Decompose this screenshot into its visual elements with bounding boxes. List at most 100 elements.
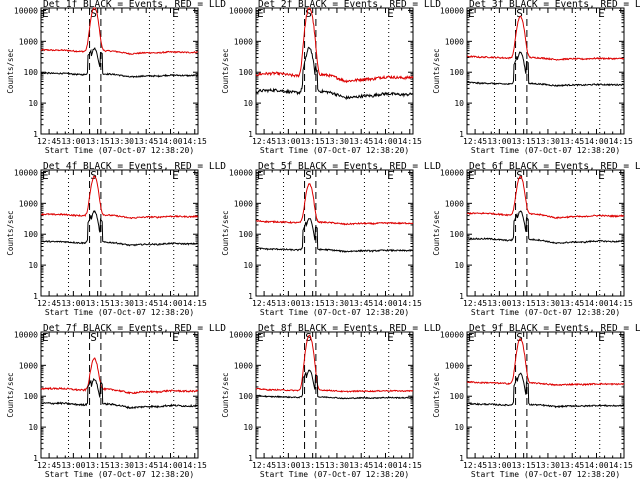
x-tick-label: 13:45 [349, 299, 373, 308]
x-tick-label: 13:00 [276, 137, 300, 146]
x-tick-label: 13:15 [512, 461, 536, 470]
marker-e-left: E [257, 7, 264, 20]
marker-e-right: E [598, 169, 605, 182]
events-series-line [466, 51, 625, 88]
x-axis-label: Start Time (07-Oct-07 12:38:20) [45, 308, 194, 317]
y-tick-label: 10000 [229, 330, 253, 339]
x-tick-label: 13:00 [276, 461, 300, 470]
x-tick-label: 14:15 [183, 299, 207, 308]
x-tick-label: 14:15 [609, 299, 633, 308]
marker-e-right: E [172, 331, 179, 344]
x-axis-label: Start Time (07-Oct-07 12:38:20) [45, 146, 194, 155]
x-tick-label: 13:30 [536, 299, 560, 308]
x-tick-label: 13:00 [61, 137, 85, 146]
y-tick-label: 10000 [14, 330, 38, 339]
marker-s: S [305, 331, 312, 344]
x-tick-label: 13:45 [560, 137, 584, 146]
y-tick-label: 10 [454, 99, 464, 108]
x-tick-label: 13:30 [325, 137, 349, 146]
y-axis-label: Counts/sec [6, 210, 15, 255]
marker-e-left: E [42, 7, 49, 20]
panel-6: Det 6f BLACK = Events, RED = LLD Counts/s… [432, 161, 640, 317]
panel-title: Det 2f BLACK = Events, RED = LLD [258, 0, 441, 10]
x-tick-label: 13:00 [487, 299, 511, 308]
panel-7: Det 7f BLACK = Events, RED = LLD Counts/s… [6, 323, 226, 479]
x-tick-label: 12:45 [37, 461, 61, 470]
plot-frame [466, 169, 625, 297]
marker-e-right: E [598, 331, 605, 344]
panel-title: Det 3f BLACK = Events, RED = LLD [469, 0, 640, 10]
x-tick-label: 13:15 [86, 461, 110, 470]
x-tick-label: 13:45 [134, 137, 158, 146]
y-tick-label: 1000 [234, 199, 253, 208]
y-tick-label: 10 [243, 99, 253, 108]
x-tick-label: 13:15 [86, 137, 110, 146]
marker-e-right: E [387, 331, 394, 344]
x-tick-label: 12:45 [463, 299, 487, 308]
events-series-line [255, 46, 413, 101]
panel-3: Det 3f BLACK = Events, RED = LLD Counts/s… [432, 0, 640, 155]
panel-2: Det 2f BLACK = Events, RED = LLD Counts/s… [221, 0, 441, 155]
y-tick-label: 100 [450, 392, 465, 401]
y-tick-label: 10000 [440, 6, 464, 15]
lld-series-line [255, 7, 414, 84]
x-tick-label: 14:15 [609, 137, 633, 146]
lld-series-line [40, 357, 199, 395]
y-axis-label: Counts/sec [6, 48, 15, 93]
y-tick-label: 1 [33, 292, 38, 301]
y-tick-label: 10000 [440, 168, 464, 177]
panel-title: Det 5f BLACK = Events, RED = LLD [258, 161, 441, 172]
panel-title: Det 9f BLACK = Events, RED = LLD [469, 323, 640, 334]
x-tick-label: 14:15 [183, 137, 207, 146]
y-tick-label: 100 [24, 230, 39, 239]
x-tick-label: 13:15 [301, 461, 325, 470]
y-tick-label: 100 [239, 68, 254, 77]
marker-s: S [305, 169, 312, 182]
panel-title: Det 1f BLACK = Events, RED = LLD [43, 0, 226, 10]
x-tick-label: 14:15 [609, 461, 633, 470]
marker-s: S [90, 169, 97, 182]
y-tick-label: 100 [24, 392, 39, 401]
x-tick-label: 14:00 [584, 137, 608, 146]
x-axis-label: Start Time (07-Oct-07 12:38:20) [260, 146, 409, 155]
panel-8: Det 8f BLACK = Events, RED = LLD Counts/s… [221, 323, 441, 479]
x-tick-label: 13:45 [134, 299, 158, 308]
x-tick-label: 13:00 [61, 461, 85, 470]
x-tick-label: 13:30 [325, 461, 349, 470]
lld-series-line [40, 7, 199, 56]
x-tick-label: 12:45 [37, 299, 61, 308]
x-tick-label: 14:00 [158, 461, 182, 470]
x-tick-label: 14:15 [398, 137, 422, 146]
y-tick-label: 100 [450, 68, 465, 77]
y-tick-label: 10000 [14, 168, 38, 177]
x-tick-label: 13:45 [560, 461, 584, 470]
plot-frame [40, 169, 199, 297]
marker-e-right: E [172, 7, 179, 20]
y-tick-label: 10 [28, 423, 38, 432]
x-tick-label: 14:00 [373, 461, 397, 470]
x-tick-label: 12:45 [252, 461, 276, 470]
lld-series-line [466, 15, 625, 61]
y-tick-label: 100 [450, 230, 465, 239]
y-axis-label: Counts/sec [6, 372, 15, 417]
x-tick-label: 13:15 [512, 299, 536, 308]
y-tick-label: 10000 [229, 6, 253, 15]
lld-series-line [40, 175, 199, 220]
marker-e-right: E [387, 169, 394, 182]
marker-s: S [305, 7, 312, 20]
y-axis-label: Counts/sec [221, 48, 230, 93]
x-tick-label: 14:15 [183, 461, 207, 470]
y-tick-label: 10000 [229, 168, 253, 177]
marker-e-left: E [42, 331, 49, 344]
y-tick-label: 100 [239, 392, 254, 401]
marker-e-left: E [468, 331, 475, 344]
x-tick-label: 13:45 [349, 461, 373, 470]
x-axis-label: Start Time (07-Oct-07 12:38:20) [260, 308, 409, 317]
marker-s: S [516, 169, 523, 182]
x-axis-label: Start Time (07-Oct-07 12:38:20) [260, 470, 409, 479]
y-tick-label: 1000 [445, 37, 464, 46]
y-tick-label: 1 [248, 454, 253, 463]
plot-frame [40, 331, 199, 459]
marker-e-right: E [387, 7, 394, 20]
y-axis-label: Counts/sec [432, 48, 441, 93]
